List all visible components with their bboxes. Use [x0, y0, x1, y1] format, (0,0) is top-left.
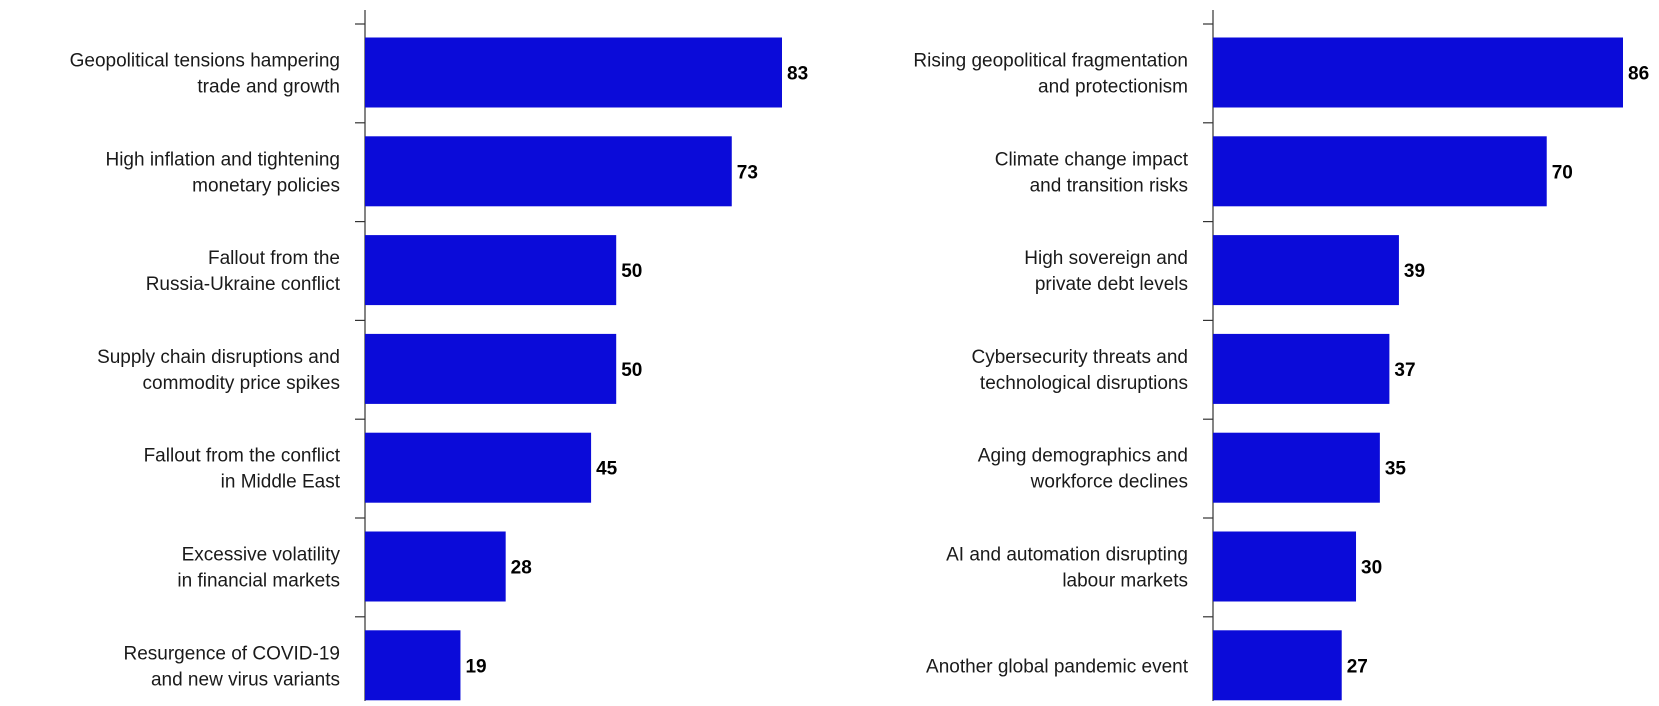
bar — [365, 630, 461, 701]
bar — [1213, 37, 1623, 108]
category-label: commodity price spikes — [143, 373, 340, 394]
bar — [365, 432, 592, 503]
category-label: Geopolitical tensions hampering — [70, 51, 340, 72]
category-label: in financial markets — [177, 571, 340, 592]
category-label: High inflation and tightening — [105, 149, 340, 170]
category-label: trade and growth — [197, 77, 340, 98]
bar — [365, 136, 732, 207]
category-label: Cybersecurity threats and — [972, 347, 1189, 368]
bar-value-label: 45 — [596, 459, 618, 480]
category-label: Aging demographics and — [978, 446, 1188, 467]
bar — [1213, 630, 1342, 701]
category-label: Climate change impact — [995, 149, 1189, 170]
bar — [1213, 531, 1357, 602]
bar — [1213, 235, 1399, 306]
category-label: Fallout from the conflict — [144, 446, 341, 467]
bar-value-label: 39 — [1404, 261, 1425, 282]
bar-value-label: 50 — [621, 261, 642, 282]
category-label: Rising geopolitical fragmentation — [913, 51, 1188, 72]
bar-value-label: 37 — [1394, 360, 1415, 381]
category-label: and transition risks — [1030, 175, 1188, 196]
category-label: Supply chain disruptions and — [97, 347, 340, 368]
category-label: and new virus variants — [151, 669, 340, 690]
bar-value-label: 30 — [1361, 558, 1382, 579]
category-label: Resurgence of COVID-19 — [124, 643, 341, 664]
category-label: technological disruptions — [980, 373, 1188, 394]
category-label: Fallout from the — [208, 248, 340, 269]
bar-value-label: 27 — [1347, 656, 1368, 677]
category-label: in Middle East — [221, 472, 341, 493]
category-label: Russia-Ukraine conflict — [146, 274, 341, 295]
bar-value-label: 83 — [787, 64, 808, 85]
category-label: private debt levels — [1035, 274, 1188, 295]
category-label: Excessive volatility — [182, 545, 341, 566]
right-chart-panel: 86 Rising geopolitical fragmentation and p… — [913, 10, 1649, 701]
bar-value-label: 73 — [737, 162, 758, 183]
category-label: High sovereign and — [1024, 248, 1188, 269]
bar-value-label: 28 — [511, 558, 532, 579]
bar — [365, 531, 506, 602]
bar-value-label: 35 — [1385, 459, 1407, 480]
bar-value-label: 19 — [465, 656, 486, 677]
category-label: workforce declines — [1030, 472, 1188, 493]
category-label: and protectionism — [1038, 77, 1188, 98]
bar — [1213, 136, 1547, 207]
category-label: monetary policies — [192, 175, 340, 196]
category-label: AI and automation disrupting — [946, 545, 1188, 566]
bar — [365, 235, 617, 306]
bar-value-label: 50 — [621, 360, 642, 381]
bar — [1213, 333, 1390, 404]
category-label: Another global pandemic event — [926, 656, 1189, 677]
bar — [365, 333, 617, 404]
category-label: labour markets — [1062, 571, 1188, 592]
bar — [365, 37, 782, 108]
bar — [1213, 432, 1380, 503]
bar-value-label: 86 — [1628, 64, 1649, 85]
left-chart-panel: 83 Geopolitical tensions hampering trade a… — [70, 10, 808, 701]
bar-value-label: 70 — [1552, 162, 1573, 183]
